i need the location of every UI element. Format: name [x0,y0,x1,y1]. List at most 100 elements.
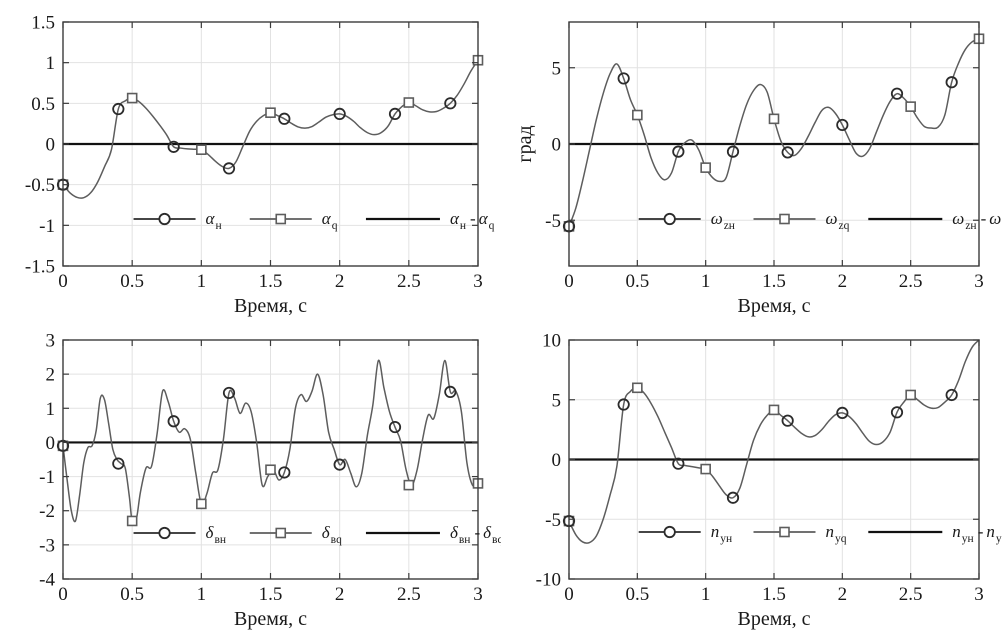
ytick-label: 0 [552,135,562,156]
data-point-circle [890,87,904,100]
data-point-circle [617,398,630,411]
legend-symbol-2: ω [989,209,1001,228]
legend-marker-circle [663,212,676,226]
xtick-label: 1.5 [762,584,786,605]
legend-symbol: n [826,522,835,541]
xtick-label: 3 [974,584,984,605]
ytick-label: 0 [46,135,56,156]
legend-subscript-2: q [489,220,495,232]
data-point-circle [278,112,291,125]
axis-ticks [62,21,479,267]
legend-label: αq [322,209,338,232]
legend-symbol: n [711,522,720,541]
xtick-label: 0 [564,584,574,605]
legend-label: nyq [826,522,847,545]
legend-marker-circle [158,212,171,226]
ytick-label: 1 [46,53,56,74]
legend-delta_v: δвн δвq δвн - δвq [133,523,501,546]
ytick-label: 3 [46,331,56,352]
legend-symbol: α [450,209,460,228]
legend-subscript: вq [331,534,342,546]
legend-subscript: н [215,220,221,232]
data-point-circle [836,406,849,419]
ytick-label: -4 [39,570,55,591]
legend-subscript: вн [459,534,471,546]
xtick-label: 2 [838,271,848,292]
legend-label: δвq [322,523,342,546]
chart-panel-omega_z: 0 0.5 1 1.5 2 2.5 3 -5 0 5 Время, с град ωzн ωzq ωzн - ω… [501,0,1002,318]
data-point-square [126,515,138,527]
legend-subscript: yq [835,533,847,545]
chart-panel-delta_v: 0 0.5 1 1.5 2 2.5 3 -4 -3 -2 -1 0 1 2 3 Время, с δвн δвq δ… [0,318,501,637]
data-point-circle [388,420,402,434]
data-point-circle [726,491,740,504]
data-point-circle [388,107,402,121]
data-point-square [768,404,780,416]
legend-label: ωzq [826,209,850,232]
data-point-circle [672,145,685,158]
legend-alpha: αн αq αн - αq [133,209,495,232]
legend-subscript: yн [720,533,732,545]
data-point-circle [333,107,346,121]
xtick-label: 1.5 [762,271,786,292]
xtick-label: 2.5 [899,271,923,292]
data-point-circle [781,414,794,427]
legend-subscript: q [332,220,338,232]
xtick-label: 1 [197,271,207,292]
ytick-label: -1 [39,216,55,237]
xtick-label: 1 [701,271,711,292]
legend-subscript: вн [214,534,226,546]
ytick-label: 5 [552,390,562,411]
data-point-circle [444,97,457,110]
data-point-square [632,109,643,121]
data-point-circle [781,146,794,159]
data-point-square [700,162,711,173]
data-point-circle [112,457,125,470]
xtick-label: 0.5 [120,584,144,605]
legend-subscript: zн [965,220,976,232]
xtick-label: 2.5 [397,584,421,605]
data-point-square [768,113,780,125]
ytick-label: 0.5 [31,94,55,115]
x-axis-label: Время, с [234,608,307,630]
legend-symbol: n [952,522,961,541]
xtick-label: 3 [473,584,483,605]
legend-marker-square [275,213,287,225]
ytick-label: -10 [536,570,561,591]
data-point-square [905,389,916,401]
ytick-label: -0.5 [25,175,55,196]
legend-subscript-2: yq [996,533,1002,545]
ytick-label: 0 [46,433,56,454]
data-point-square [905,101,916,112]
data-point-circle [890,406,904,419]
legend-symbol: ω [952,209,964,228]
data-point-square [700,463,711,475]
xtick-label: 1 [701,584,711,605]
legend-symbol: δ [450,523,459,542]
xtick-label: 0.5 [625,584,649,605]
data-point-square [403,97,415,108]
data-point-circle [836,118,849,132]
axis-ticks [568,339,980,580]
ytick-label: 5 [552,58,562,79]
data-point-circle [222,386,236,400]
data-trace-delta_v [62,359,479,525]
x-axis-label: Время, с [738,295,811,317]
legend-symbol: ω [826,209,838,228]
legend-marker-square [779,526,790,538]
data-point-square [126,92,138,104]
legend-symbol: ω [711,209,723,228]
ytick-label: 0 [552,450,562,471]
legend-label: αн [206,209,222,232]
legend-symbol: α [322,209,332,228]
legend-label: δвн [206,523,227,546]
data-point-circle [672,457,685,470]
data-point-square [632,382,643,394]
legend-subscript-2: вq [492,534,501,546]
data-point-circle [444,385,457,398]
legend-marker-square [779,213,790,225]
